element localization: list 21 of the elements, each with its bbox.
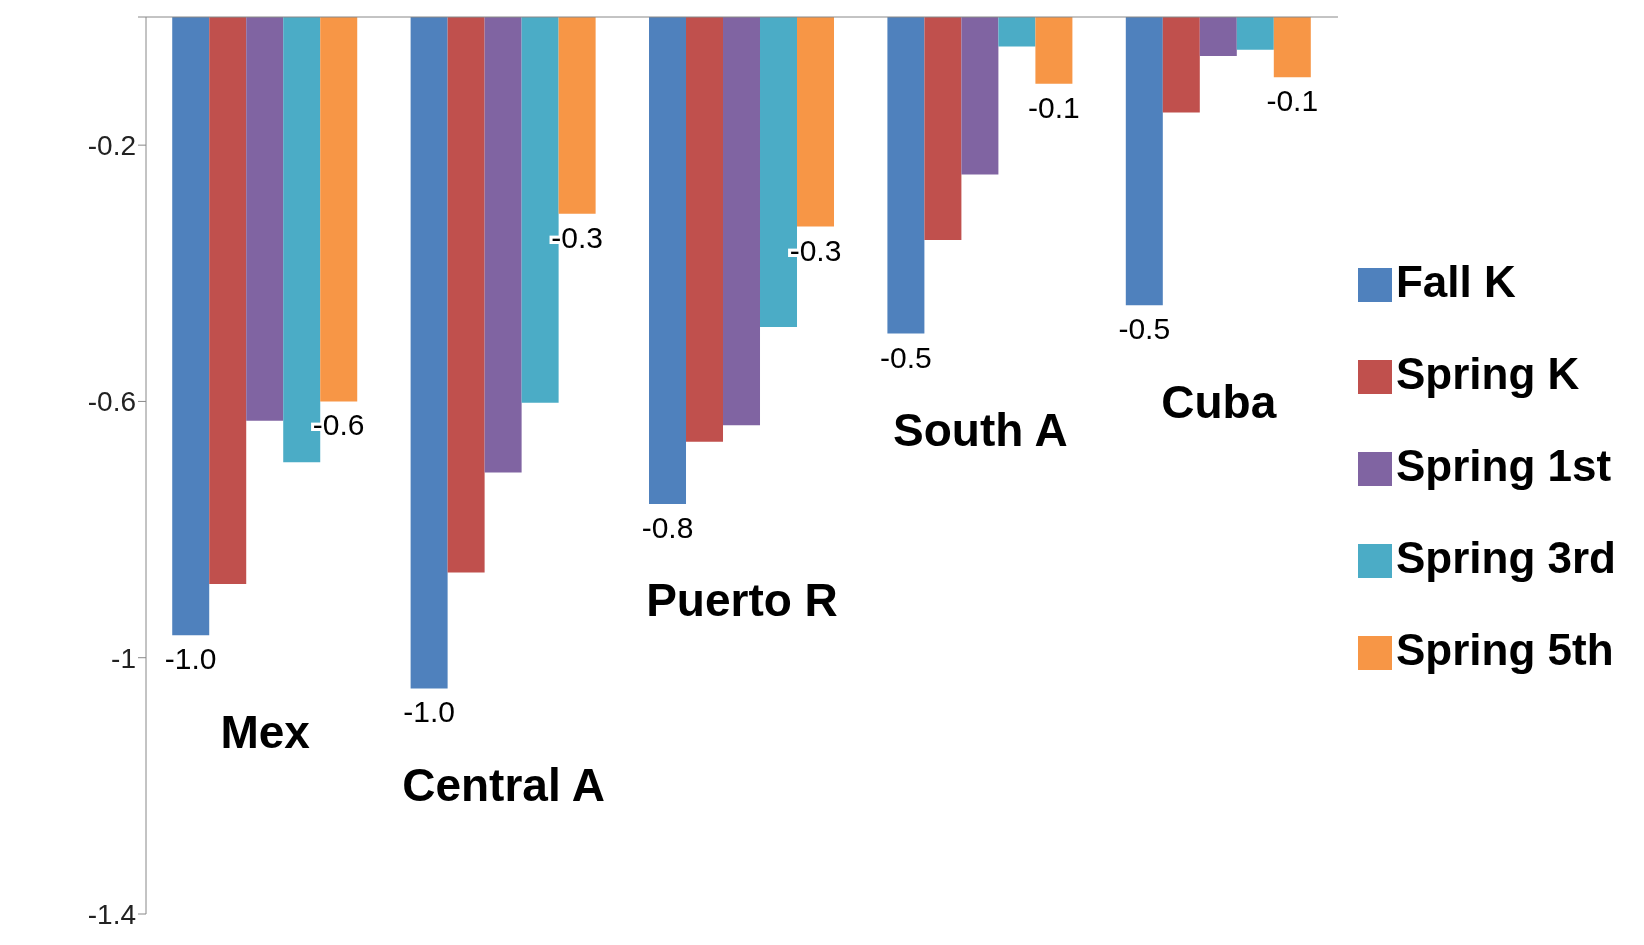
data-label: -0.5 bbox=[880, 340, 932, 374]
data-label: -0.1 bbox=[1028, 90, 1080, 124]
data-label: -0.5 bbox=[1118, 312, 1171, 346]
y-tick-label: -0.2 bbox=[87, 130, 136, 162]
y-tick-label: -1.4 bbox=[87, 898, 136, 930]
legend-label: Spring 3rd bbox=[1395, 533, 1616, 582]
x-tick-label: Central A bbox=[402, 759, 605, 812]
data-label: -0.8 bbox=[641, 510, 694, 544]
legend-label: Spring 1st bbox=[1395, 441, 1612, 490]
legend-label: Fall K bbox=[1395, 257, 1516, 306]
x-tick-label: Mex bbox=[220, 705, 311, 758]
data-label: -0.1 bbox=[1266, 84, 1319, 118]
x-tick-label: Cuba bbox=[1161, 375, 1277, 428]
legend-label: Spring K bbox=[1395, 349, 1580, 398]
y-tick-label: -1 bbox=[111, 642, 136, 674]
legend-label: Spring 5th bbox=[1395, 625, 1614, 674]
data-label: -1.0 bbox=[164, 642, 217, 676]
data-label: -1.0 bbox=[403, 695, 455, 729]
x-tick-label: Puerto R bbox=[646, 574, 838, 627]
y-tick-label: -0.6 bbox=[87, 386, 136, 418]
x-tick-label: South A bbox=[893, 403, 1068, 456]
